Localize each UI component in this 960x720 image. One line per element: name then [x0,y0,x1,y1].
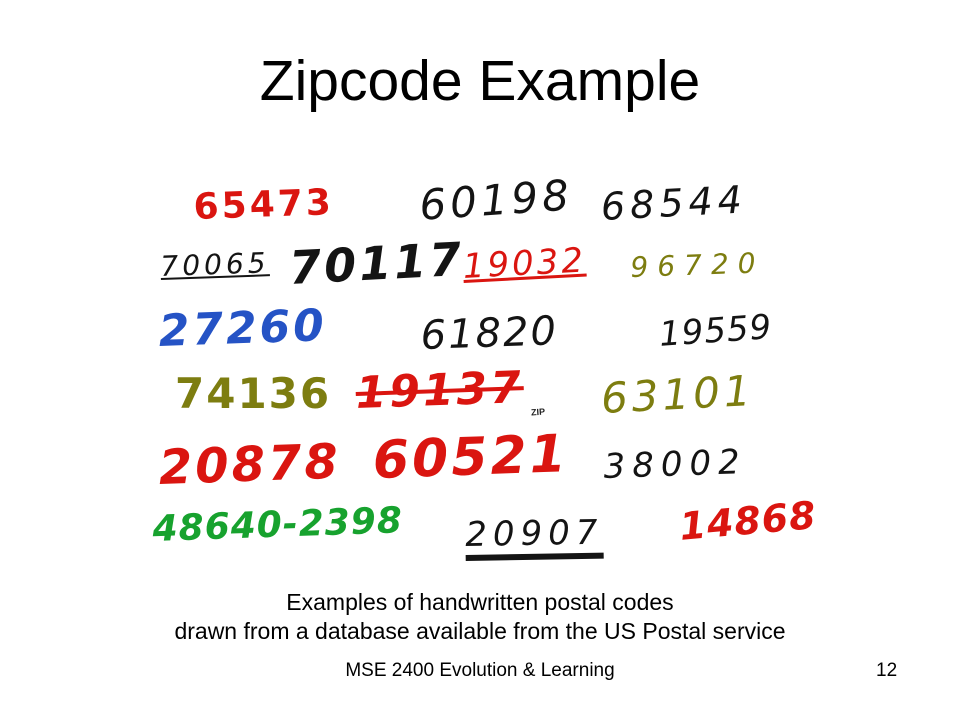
zipcode-sample: 38002 [602,442,748,487]
zipcode-sample: 60198 [417,170,575,230]
zipcode-sample: 20878 [157,433,342,496]
caption: Examples of handwritten postal codes dra… [0,588,960,646]
zipcode-sample: 19032 [461,240,587,287]
zipcode-sample: 19559 [657,307,774,355]
zipcode-sample: 70117 [287,231,466,295]
zipcode-sample: 48640-2398 [151,500,404,550]
zipcode-sample: 74136 [175,369,332,418]
caption-line-1: Examples of handwritten postal codes [286,589,674,615]
zipcode-sample: 27260 [157,300,328,357]
zipcode-sample: 20907 [465,513,604,561]
caption-line-2: drawn from a database available from the… [174,617,786,644]
zipcode-sample: 96720 [629,246,766,284]
zipcode-sample: 70065 [159,246,271,283]
zipcode-sample: 19137 [354,362,525,419]
footer-course-title: MSE 2400 Evolution & Learning [345,660,615,681]
zipcode-sample: 61820 [419,308,559,359]
zipcode-sample: 63101 [599,365,756,423]
zipcode-sample: 14868 [677,493,819,549]
zipcode-sample: 65473 [192,182,335,228]
page-title: Zipcode Example [259,49,701,113]
zipcode-sample: 60521 [371,424,570,491]
slide-page-number: 12 [876,660,898,681]
handwritten-zipcodes-image: ZIP 65473 60198 68544 70065 70117 19032 96720 2… [0,160,960,580]
zip-stamp-label: ZIP [530,406,546,418]
zipcode-sample: 68544 [599,177,748,229]
